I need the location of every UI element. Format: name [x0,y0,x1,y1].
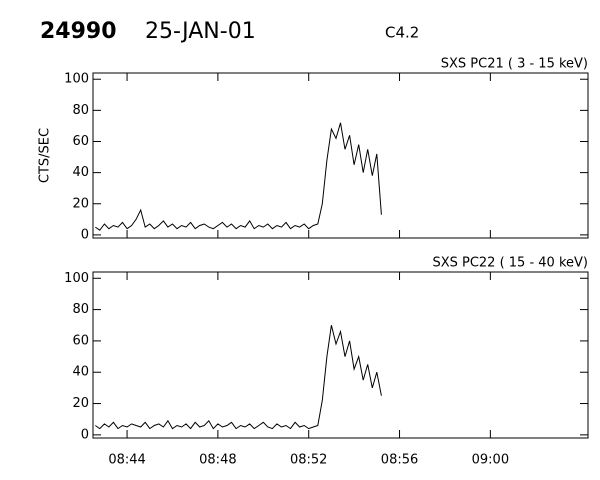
y-tick-label: 80 [72,103,89,118]
data-line [95,122,382,231]
y-tick-label: 40 [72,365,89,380]
y-tick-label: 0 [81,227,89,242]
y-tick-label: 20 [72,396,89,411]
x-tick-label: 08:44 [108,453,145,468]
y-tick-label: 20 [72,196,89,211]
panel-title: SXS PC22 ( 15 - 40 keV) [432,256,588,271]
y-tick-label: 40 [72,165,89,180]
x-tick-label: 09:00 [472,453,509,468]
flare-class: C4.2 [385,24,419,42]
y-tick-label: 80 [72,302,89,317]
event-date: 25-JAN-01 [145,19,256,44]
x-tick-label: 08:56 [381,453,418,468]
y-axis-label: CTS/SEC [38,128,53,183]
plot-frame [92,271,589,439]
y-tick-label: 100 [64,271,89,286]
panel-title: SXS PC21 ( 3 - 15 keV) [441,57,588,72]
y-tick-label: 60 [72,134,89,149]
x-tick-label: 08:48 [199,453,236,468]
event-id: 24990 [40,19,117,44]
x-tick-label: 08:52 [290,453,327,468]
y-tick-label: 0 [81,427,89,442]
plot-frame [92,72,589,239]
data-line [95,325,382,430]
y-tick-label: 100 [64,72,89,87]
y-tick-label: 60 [72,333,89,348]
